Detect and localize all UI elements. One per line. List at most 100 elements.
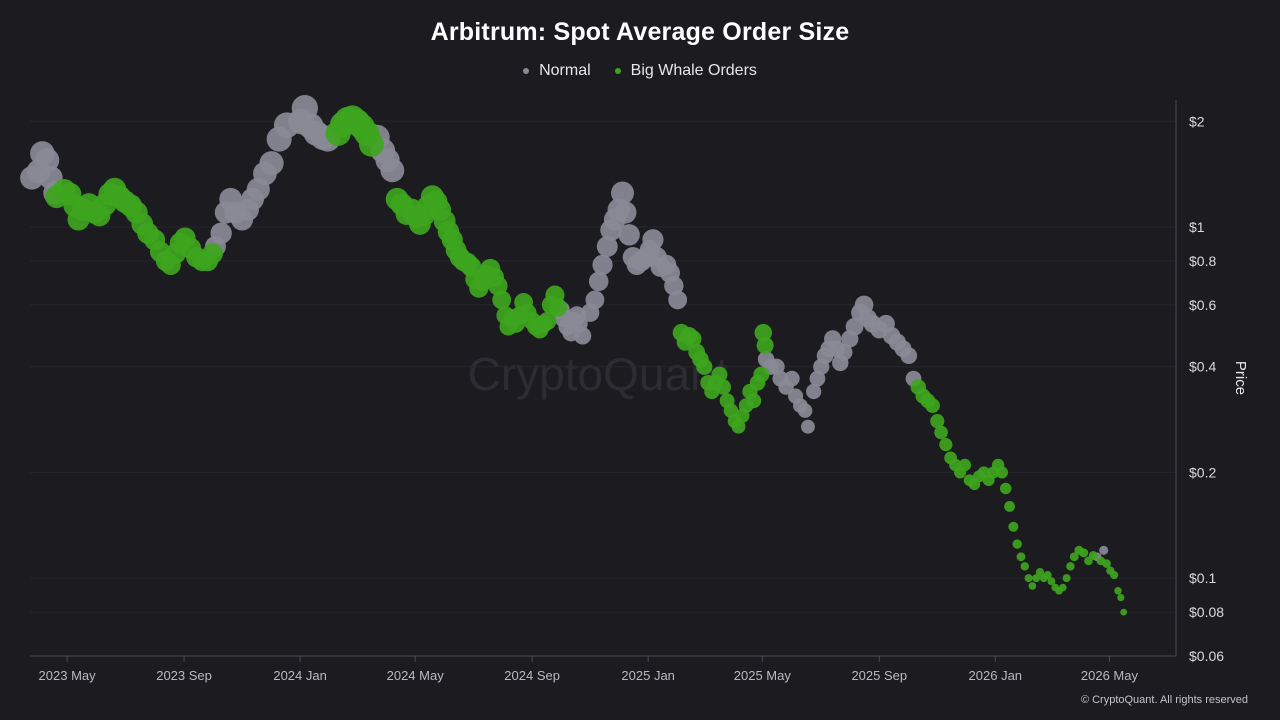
normal-point: [210, 222, 232, 244]
whale-point: [1110, 571, 1119, 580]
whale-point: [1020, 562, 1030, 571]
x-tick-label: 2024 May: [387, 668, 445, 683]
watermark-text: CryptoQuant: [468, 348, 729, 400]
normal-point: [835, 343, 853, 361]
grid-lines: [30, 120, 1176, 613]
whale-point: [754, 323, 773, 342]
axes: $2 $1 $0.8 $0.6 $0.4 $0.2 $0.1 $0.08 $0.06 2023 M…: [30, 100, 1224, 683]
legend-marker-normal: [523, 68, 530, 74]
whale-point: [1012, 539, 1022, 549]
whale-point: [753, 366, 770, 383]
y-tick-label: $0.2: [1189, 464, 1216, 480]
y-tick-label: $0.4: [1189, 359, 1216, 375]
normal-point: [900, 347, 918, 365]
x-tick-label: 2026 May: [1081, 668, 1139, 683]
whale-point: [202, 243, 223, 264]
whale-point: [1008, 521, 1019, 532]
whale-point: [696, 358, 713, 375]
whale-point: [1004, 501, 1015, 512]
whale-point: [1069, 552, 1079, 562]
normal-point: [34, 148, 60, 173]
normal-point: [845, 317, 864, 336]
normal-point: [800, 419, 815, 434]
normal-point: [618, 224, 640, 246]
whale-point: [1024, 574, 1033, 583]
whale-point: [538, 311, 557, 330]
whale-point: [684, 330, 702, 348]
whale-point: [1062, 574, 1071, 583]
normal-point: [596, 236, 618, 257]
x-tick-label: 2025 May: [734, 668, 792, 683]
normal-point: [642, 229, 664, 251]
y-axis-title: Price: [1232, 361, 1249, 395]
normal-point: [668, 290, 688, 310]
chart-legend: Normal Big Whale Orders: [0, 62, 1280, 80]
whale-point: [711, 366, 728, 383]
y-tick-label: $0.08: [1189, 604, 1224, 620]
x-tick-label: 2025 Sep: [851, 668, 907, 683]
whale-point: [548, 298, 568, 317]
whale-point: [1043, 571, 1052, 580]
whale-point: [1058, 583, 1067, 592]
whale-point: [1114, 587, 1122, 595]
whale-point: [939, 438, 953, 452]
normal-point: [573, 327, 592, 345]
normal-point: [259, 151, 284, 176]
whale-point: [1016, 552, 1026, 562]
x-tick-label: 2024 Sep: [504, 668, 560, 683]
whale-point: [1000, 482, 1012, 495]
normal-point: [585, 290, 605, 310]
whale-point: [1035, 567, 1045, 577]
legend-label-whale: Big Whale Orders: [630, 62, 757, 79]
whale-point: [1032, 574, 1041, 583]
normal-point: [614, 201, 637, 224]
normal-point: [806, 383, 822, 400]
whale-point: [731, 419, 746, 434]
y-tick-label: $2: [1189, 113, 1205, 129]
y-tick-label: $0.8: [1189, 253, 1216, 269]
data-points: [20, 95, 1128, 616]
whale-point: [756, 336, 774, 354]
whale-point: [1102, 559, 1111, 568]
normal-point: [588, 271, 609, 292]
y-tick-label: $0.1: [1189, 570, 1216, 586]
whale-point: [1028, 582, 1037, 590]
legend-item-whale[interactable]: Big Whale Orders: [614, 62, 757, 80]
whale-point: [492, 290, 512, 310]
whale-point: [958, 458, 972, 472]
whale-point: [930, 414, 945, 429]
normal-point: [592, 254, 613, 275]
whale-point: [715, 379, 732, 395]
whale-point: [1066, 562, 1075, 571]
copyright-notice: © CryptoQuant. All rights reserved: [1080, 694, 1248, 706]
whale-point: [925, 398, 940, 413]
y-tick-label: $1: [1189, 219, 1205, 235]
whale-point: [1117, 593, 1125, 602]
legend-item-normal[interactable]: Normal: [523, 62, 591, 80]
whale-point: [746, 393, 762, 409]
whale-point: [995, 466, 1009, 479]
whale-point: [1088, 551, 1098, 560]
normal-point: [1099, 545, 1109, 555]
normal-point: [783, 370, 800, 387]
normal-point: [797, 403, 813, 418]
y-tick-label: $0.06: [1189, 648, 1224, 664]
x-tick-label: 2026 Jan: [969, 668, 1023, 683]
x-tick-label: 2024 Jan: [273, 668, 327, 683]
legend-label-normal: Normal: [539, 62, 591, 79]
whale-point: [1120, 608, 1128, 616]
x-tick-label: 2023 May: [39, 668, 97, 683]
normal-point: [380, 158, 405, 183]
whale-point: [934, 425, 948, 440]
x-tick-label: 2025 Jan: [621, 668, 675, 683]
whale-point: [1047, 577, 1056, 586]
whale-point: [1079, 548, 1089, 558]
x-tick-label: 2023 Sep: [156, 668, 212, 683]
whale-point: [358, 131, 384, 157]
legend-marker-whale: [614, 68, 621, 74]
chart-title: Arbitrum: Spot Average Order Size: [430, 18, 850, 46]
y-tick-label: $0.6: [1189, 297, 1216, 313]
normal-point: [611, 181, 634, 205]
